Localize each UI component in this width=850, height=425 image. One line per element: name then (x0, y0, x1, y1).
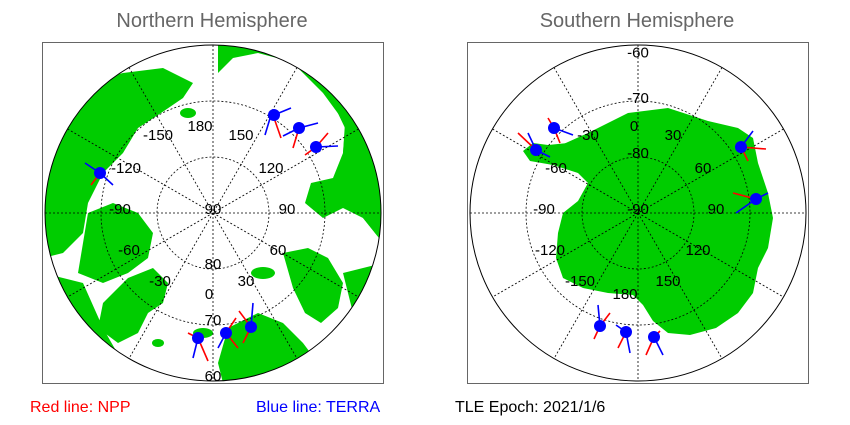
lon-label: 0 (205, 286, 213, 303)
lon-label: 150 (655, 273, 680, 290)
lon-label: 90 (279, 201, 296, 218)
lon-label: 120 (258, 160, 283, 177)
south-land-layer (523, 108, 773, 335)
satellite-marker (217, 317, 239, 349)
south-map-frame: 0 30 60 90 120 150 180 -150 -120 -90 -60… (467, 42, 809, 384)
lon-label: 30 (238, 273, 255, 290)
north-island (251, 267, 275, 279)
north-landmass-europe (218, 313, 323, 381)
north-graticule (44, 44, 382, 382)
satellite-marker (547, 117, 574, 144)
satellite-marker (84, 162, 114, 186)
lon-label: -150 (143, 127, 173, 144)
satellite-marker (238, 302, 257, 344)
lon-label: -120 (111, 160, 141, 177)
lon-label: 180 (187, 118, 212, 135)
north-polar-map: 180 150 120 90 60 30 0 -30 -60 -90 -120 … (44, 44, 382, 383)
lat-label: -90 (627, 201, 649, 218)
south-ice-shelf (598, 266, 658, 290)
lon-label: 120 (685, 242, 710, 259)
north-landmass-greenland (98, 268, 168, 343)
satellite-marker (645, 330, 664, 356)
lon-label: -30 (577, 127, 599, 144)
satellite-marker (264, 107, 292, 139)
lon-label: 60 (270, 242, 287, 259)
south-satellite-tracks (517, 117, 769, 356)
lat-label: 70 (205, 312, 222, 329)
satellite-marker (735, 130, 767, 162)
lon-label: 180 (612, 286, 637, 303)
lat-label: 80 (205, 256, 222, 273)
legend-npp: Red line: NPP (30, 399, 131, 416)
satellite-marker (304, 132, 339, 156)
lon-label: 150 (228, 127, 253, 144)
lon-label: 60 (695, 160, 712, 177)
lon-label: -90 (109, 201, 131, 218)
satellite-marker (593, 304, 611, 340)
north-satellite-tracks (84, 107, 339, 362)
north-panel-title: Northern Hemisphere (116, 10, 308, 32)
satellite-marker (282, 122, 319, 149)
north-landmass-scandinavia (283, 248, 343, 323)
lat-label: 90 (205, 201, 222, 218)
lon-label: 0 (630, 118, 638, 135)
north-island (180, 108, 196, 118)
lon-label: 30 (665, 127, 682, 144)
satellite-marker (732, 192, 769, 214)
lat-label: -70 (627, 90, 649, 107)
north-longitude-labels: 180 150 120 90 60 30 0 -30 -60 -90 -120 … (109, 118, 295, 303)
south-latitude-labels: -60 -70 -80 -90 (627, 44, 649, 218)
lon-label: -30 (149, 273, 171, 290)
north-landmass-canada-islands (78, 203, 153, 283)
lon-label: -60 (545, 160, 567, 177)
south-panel-title: Southern Hemisphere (539, 10, 735, 32)
lon-label: 90 (708, 201, 725, 218)
south-ice-shelf (603, 120, 683, 156)
legend-terra: Blue line: TERRA (256, 399, 381, 416)
lat-label: -80 (627, 145, 649, 162)
south-graticule (469, 44, 807, 382)
north-latitude-labels: 90 80 70 60 (205, 201, 222, 383)
south-polar-map: 0 30 60 90 120 150 180 -150 -120 -90 -60… (469, 44, 807, 382)
lon-label: -60 (118, 242, 140, 259)
satellite-marker (615, 324, 632, 354)
satellite-marker (517, 132, 551, 158)
lon-label: -150 (565, 273, 595, 290)
lon-label: -90 (533, 201, 555, 218)
south-longitude-labels: 0 30 60 90 120 150 180 -150 -120 -90 -60… (533, 118, 724, 303)
lat-label: 60 (205, 368, 222, 383)
legend-tle-epoch: TLE Epoch: 2021/1/6 (455, 399, 606, 416)
satellite-marker (187, 332, 209, 362)
north-island (152, 339, 164, 347)
lat-label: -60 (627, 44, 649, 61)
lon-label: -120 (535, 242, 565, 259)
north-landmass-america (45, 68, 193, 258)
north-map-frame: 180 150 120 90 60 30 0 -30 -60 -90 -120 … (42, 42, 384, 384)
